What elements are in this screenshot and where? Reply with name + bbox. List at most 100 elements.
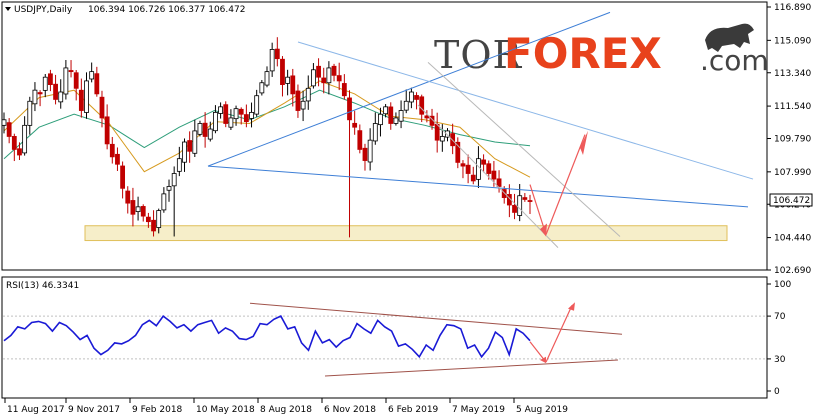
price-tick-label: 104.440	[774, 234, 811, 244]
candle-body	[470, 174, 476, 182]
candle-body	[434, 124, 440, 141]
price-tick-label: 102.690	[774, 266, 811, 276]
candle-body	[280, 58, 285, 86]
candle-body	[115, 153, 120, 165]
candle-body	[254, 95, 260, 115]
candle-body	[269, 49, 275, 72]
rsi-levels	[3, 315, 766, 360]
time-tick-label: 9 Feb 2018	[132, 405, 183, 415]
candle-body	[378, 113, 383, 126]
candle-body	[176, 158, 182, 172]
rsi-series	[3, 314, 531, 359]
candle-body	[78, 89, 84, 111]
candle-body	[274, 48, 280, 60]
upper-resistance-line	[297, 41, 754, 180]
candle-body	[331, 65, 337, 76]
ohlc-label: 106.394 106.726 106.377 106.472	[88, 5, 245, 15]
candle-body	[305, 87, 311, 102]
rsi-tick-label: 0	[774, 387, 780, 397]
ma-fast-line	[3, 80, 531, 178]
price-tick-label: 116.890	[774, 3, 811, 13]
time-tick-label: 5 Aug 2019	[516, 405, 568, 415]
rsi-tick-label: 30	[774, 355, 786, 365]
candle-body	[243, 114, 249, 123]
candle-body	[341, 83, 347, 97]
candle-body	[383, 106, 389, 115]
candle-body	[512, 204, 517, 213]
candlestick-series	[1, 37, 533, 238]
candle-body	[249, 111, 254, 119]
rsi-title: RSI(13) 46.3341	[6, 281, 79, 291]
candle-body	[398, 110, 404, 122]
candle-body	[290, 75, 296, 95]
rsi-trendlines	[249, 302, 623, 377]
candle-body	[424, 115, 430, 119]
time-axis: 11 Aug 2017 9 Nov 2017 9 Feb 2018 10 May 20…	[4, 398, 568, 415]
rsi-arrow-head-up	[568, 302, 575, 311]
candle-body	[182, 141, 187, 163]
candle-body	[408, 91, 414, 103]
price-axis: 116.890 115.090 113.340 111.540 109.790 107.9…	[767, 3, 811, 276]
price-tick-label: 107.990	[774, 168, 811, 178]
candle-body	[94, 73, 100, 95]
rsi-tick-label: 100	[774, 280, 791, 290]
price-tick-label: 111.540	[774, 102, 811, 112]
time-tick-label: 9 Nov 2017	[68, 405, 120, 415]
candle-body	[166, 186, 172, 191]
candle-body	[311, 69, 316, 87]
candle-body	[367, 139, 373, 163]
candle-body	[352, 122, 358, 128]
candle-body	[372, 123, 378, 142]
current-price-text: 106.472	[773, 196, 810, 206]
candle-body	[439, 136, 445, 142]
time-tick-label: 10 May 2018	[196, 405, 255, 415]
candle-body	[192, 130, 198, 154]
falling-support-line	[207, 165, 749, 208]
symbol-label: USDJPY,Daily	[14, 5, 73, 15]
rsi-lower-trendline	[324, 359, 619, 377]
candle-body	[99, 96, 105, 119]
candle-body	[11, 136, 17, 150]
candle-body	[161, 193, 167, 211]
candle-body	[357, 130, 363, 150]
candle-body	[6, 122, 12, 137]
price-panel-title: USDJPY,Daily 106.394 106.726 106.377 106…	[5, 5, 245, 15]
candle-body	[316, 65, 321, 78]
time-tick-label: 7 May 2019	[452, 405, 505, 415]
price-tick-label: 113.340	[774, 69, 811, 79]
triangle-down-icon	[5, 7, 11, 11]
candle-body	[42, 76, 48, 91]
candle-body	[104, 116, 110, 145]
candle-body	[465, 164, 471, 174]
rsi-line	[3, 314, 531, 359]
candle-body	[393, 117, 399, 124]
candle-body	[522, 197, 528, 200]
candle-body	[197, 123, 203, 135]
candle-body	[109, 143, 115, 158]
rsi-panel-frame	[1, 276, 768, 399]
candle-body	[455, 141, 461, 163]
candle-body	[58, 91, 64, 103]
time-tick-label: 11 Aug 2017	[7, 405, 65, 415]
candle-body	[419, 96, 425, 115]
candle-body	[187, 140, 193, 152]
time-tick-label: 6 Feb 2019	[388, 405, 439, 415]
current-price-label: 106.472	[769, 193, 813, 207]
rising-trendline	[207, 11, 611, 167]
candle-body	[527, 200, 533, 202]
price-tick-label: 115.090	[774, 36, 811, 46]
rsi-axis: 100 70 30 0	[767, 280, 791, 397]
logo-text-tor: TOR	[434, 33, 522, 77]
torforex-logo: TOR .com FOREX	[434, 23, 769, 78]
candle-body	[37, 92, 43, 95]
candle-body	[63, 67, 69, 95]
candle-body	[476, 158, 481, 180]
candle-body	[1, 119, 7, 126]
candle-body	[84, 80, 89, 113]
candle-body	[140, 206, 146, 217]
candle-body	[233, 108, 239, 120]
arrow-head-down	[540, 223, 547, 237]
candle-body	[501, 189, 507, 198]
candle-body	[125, 190, 131, 204]
